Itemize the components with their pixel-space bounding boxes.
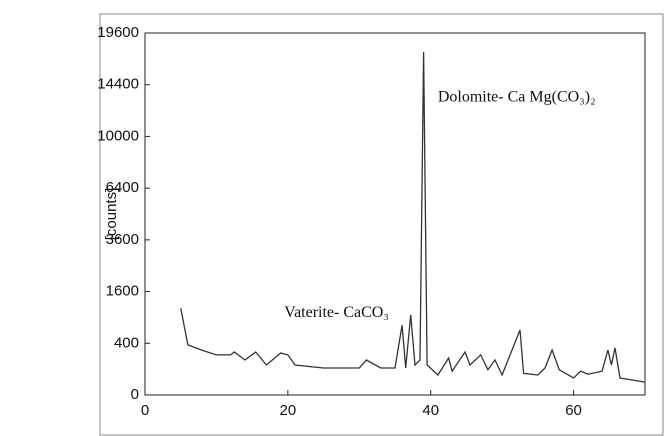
x-tick-label: 0 (141, 402, 149, 419)
y-tick-label: 10000 (97, 127, 139, 144)
y-tick-label: 400 (114, 334, 139, 351)
xrd-line (180, 51, 646, 383)
y-tick-label: 3600 (106, 231, 139, 248)
y-tick-label: 1600 (106, 283, 139, 300)
y-tick-label: 19600 (97, 24, 139, 41)
y-tick-label: 6400 (106, 179, 139, 196)
annotation: Vaterite- CaCO₃ (284, 304, 389, 321)
x-tick-label: 20 (280, 402, 297, 419)
plot-area (144, 32, 646, 396)
y-tick-label: 0 (131, 386, 139, 403)
x-tick-label: 40 (422, 402, 439, 419)
frame (99, 13, 664, 436)
annotation: Dolomite- Ca Mg(CO₃)₂ (438, 89, 596, 106)
y-axis-label: [counts] (103, 188, 120, 241)
x-tick-label: 60 (565, 402, 582, 419)
y-tick-label: 14400 (97, 76, 139, 93)
